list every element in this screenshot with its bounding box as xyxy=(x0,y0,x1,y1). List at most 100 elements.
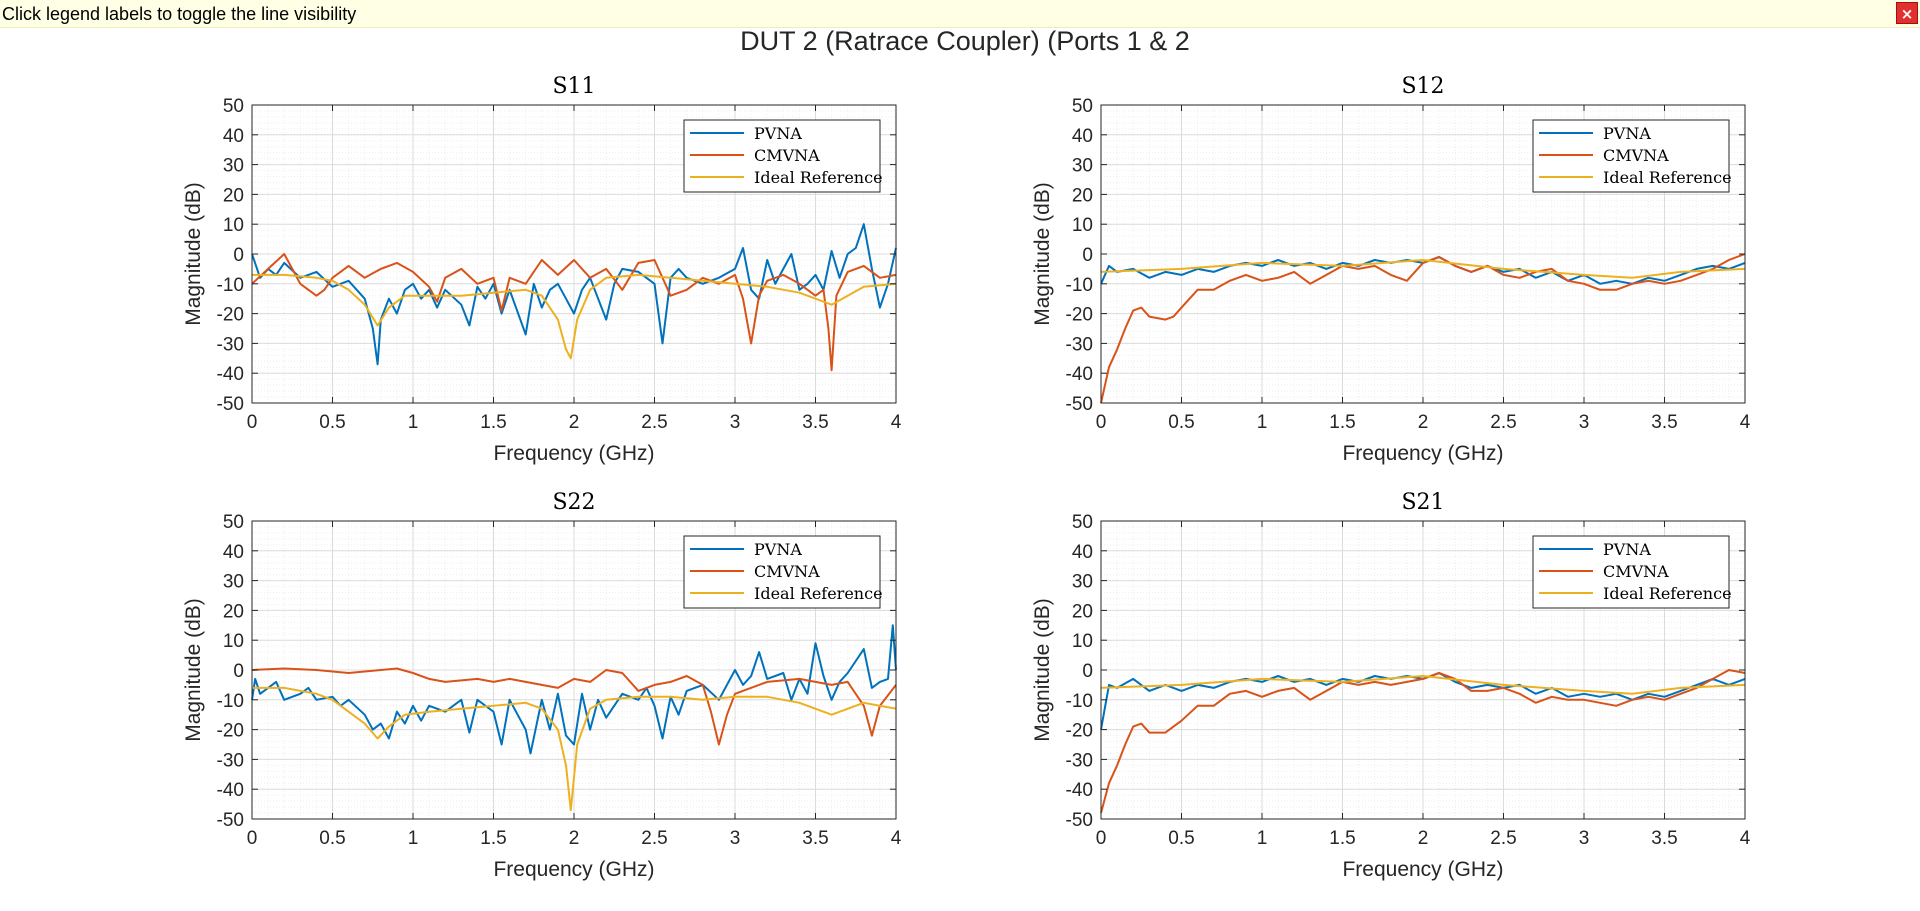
y-tick-label: 50 xyxy=(223,512,244,533)
y-tick-label: -40 xyxy=(1066,780,1093,801)
y-tick-label: 50 xyxy=(1072,512,1093,533)
series-line-ideal-reference xyxy=(252,686,897,812)
series-line-pvna xyxy=(251,223,897,366)
subplot-s12: 0 0.5 1 1.5 2 2.5 3 3.5 4 -50 -40 -30 -20 -10 0 10 20 30 4… xyxy=(1031,74,1751,465)
x-tick-label: 2.5 xyxy=(641,412,667,433)
series-line-cmvna xyxy=(251,253,897,372)
legend-label[interactable]: PVNA xyxy=(754,124,802,143)
x-tick-label: 0 xyxy=(247,828,258,849)
legend-label[interactable]: CMVNA xyxy=(754,562,820,581)
y-tick-label: -20 xyxy=(1066,721,1093,742)
y-tick-label: -50 xyxy=(1066,394,1093,415)
y-tick-label: 30 xyxy=(223,572,244,593)
legend-label[interactable]: PVNA xyxy=(1603,540,1651,559)
legend-item-ideal-reference[interactable]: Ideal Reference xyxy=(690,168,883,187)
x-axis-label: Frequency (GHz) xyxy=(493,442,654,465)
y-tick-label: 40 xyxy=(1072,542,1093,563)
legend-item-cmvna[interactable]: CMVNA xyxy=(690,146,820,165)
close-icon[interactable]: × xyxy=(1896,2,1918,24)
subplots: 0 0.5 1 1.5 2 2.5 3 3.5 4-50-40-30-20-1001020304… xyxy=(182,74,1751,881)
legend-label[interactable]: PVNA xyxy=(754,540,802,559)
y-tick-label: 30 xyxy=(223,156,244,177)
subplot-s22: 0 0.5 1 1.5 2 2.5 3 3.5 4 -50 -40 -30 -20 -10 0 10 20 30 4… xyxy=(182,490,902,881)
x-tick-label: 1.5 xyxy=(480,828,506,849)
x-tick-label: 1 xyxy=(408,828,419,849)
y-tick-label: -10 xyxy=(1066,691,1093,712)
x-tick-label: 0.5 xyxy=(1168,828,1194,849)
x-tick-label: 3.5 xyxy=(1651,412,1677,433)
x-tick-label: 3.5 xyxy=(1651,828,1677,849)
x-tick-label: 1.5 xyxy=(1329,828,1355,849)
legend-item-ideal-reference[interactable]: Ideal Reference xyxy=(1539,584,1732,603)
y-tick-label: 50 xyxy=(1072,96,1093,117)
x-tick-label: 2 xyxy=(1418,828,1429,849)
x-tick-label: 1 xyxy=(408,412,419,433)
y-tick-label: -20 xyxy=(1066,305,1093,326)
x-tick-label: 4 xyxy=(1740,412,1751,433)
x-tick-label: 3.5 xyxy=(802,828,828,849)
y-axis-label: Magnitude (dB) xyxy=(182,182,205,326)
legend-item-cmvna[interactable]: CMVNA xyxy=(1539,562,1669,581)
series-line-cmvna xyxy=(251,667,897,746)
x-axis-label: Frequency (GHz) xyxy=(1342,442,1503,465)
y-tick-label: 10 xyxy=(223,631,244,652)
x-tick-label: 0 xyxy=(1096,828,1107,849)
y-tick-label: 20 xyxy=(223,601,244,622)
y-tick-label: 10 xyxy=(223,215,244,236)
legend-item-cmvna[interactable]: CMVNA xyxy=(1539,146,1669,165)
legend-label[interactable]: Ideal Reference xyxy=(754,584,883,603)
y-tick-label: 40 xyxy=(223,126,244,147)
y-tick-label: 30 xyxy=(1072,156,1093,177)
legend: PVNA CMVNA Ideal Reference xyxy=(1532,535,1732,609)
y-tick-label: 0 xyxy=(1082,245,1093,266)
legend-label[interactable]: CMVNA xyxy=(1603,562,1669,581)
legend-item-ideal-reference[interactable]: Ideal Reference xyxy=(1539,168,1732,187)
legend-item-cmvna[interactable]: CMVNA xyxy=(690,562,820,581)
legend-label[interactable]: Ideal Reference xyxy=(1603,584,1732,603)
y-tick-label: 0 xyxy=(233,245,244,266)
x-tick-label: 3 xyxy=(730,828,741,849)
x-tick-label: 2.5 xyxy=(1490,828,1516,849)
legend-label[interactable]: CMVNA xyxy=(1603,146,1669,165)
legend-label[interactable]: Ideal Reference xyxy=(754,168,883,187)
subplot-s21: 0 0.5 1 1.5 2 2.5 3 3.5 4 -50 -40 -30 -20 -10 0 10 20 30 4… xyxy=(1031,490,1751,881)
legend-item-pvna[interactable]: PVNA xyxy=(1539,124,1651,143)
y-tick-label: -40 xyxy=(217,780,244,801)
subplot-title: S12 xyxy=(1401,74,1444,99)
y-tick-label: -50 xyxy=(217,810,244,831)
y-axis-label: Magnitude (dB) xyxy=(1031,598,1054,742)
y-tick-label: 30 xyxy=(1072,572,1093,593)
y-tick-label: 10 xyxy=(1072,215,1093,236)
x-tick-label: 0.5 xyxy=(319,412,345,433)
y-tick-label: 0 xyxy=(1082,661,1093,682)
y-tick-label: -50 xyxy=(217,394,244,415)
y-axis-label: Magnitude (dB) xyxy=(182,598,205,742)
x-tick-label: 2.5 xyxy=(641,828,667,849)
legend-label[interactable]: PVNA xyxy=(1603,124,1651,143)
y-tick-label: 20 xyxy=(1072,601,1093,622)
series-line-ideal-reference xyxy=(1100,259,1746,279)
y-tick-label: -10 xyxy=(217,691,244,712)
x-tick-label: 2.5 xyxy=(1490,412,1516,433)
x-tick-label: 1 xyxy=(1257,828,1268,849)
x-axis-label: Frequency (GHz) xyxy=(493,858,654,881)
legend: PVNA CMVNA Ideal Reference xyxy=(1532,119,1732,193)
legend-label[interactable]: CMVNA xyxy=(754,146,820,165)
series-line-cmvna xyxy=(1100,669,1746,814)
subplot-title: S11 xyxy=(552,74,595,99)
legend-item-pvna[interactable]: PVNA xyxy=(690,124,802,143)
y-tick-label: -30 xyxy=(1066,334,1093,355)
x-tick-label: 2 xyxy=(569,412,580,433)
x-tick-label: 0.5 xyxy=(319,828,345,849)
y-tick-label: 40 xyxy=(1072,126,1093,147)
legend-item-pvna[interactable]: PVNA xyxy=(690,540,802,559)
y-tick-label: 40 xyxy=(223,542,244,563)
legend-item-pvna[interactable]: PVNA xyxy=(1539,540,1651,559)
x-tick-label: 2 xyxy=(1418,412,1429,433)
legend-item-ideal-reference[interactable]: Ideal Reference xyxy=(690,584,883,603)
x-tick-label: 1 xyxy=(1257,412,1268,433)
legend-label[interactable]: Ideal Reference xyxy=(1603,168,1732,187)
x-tick-label: 0 xyxy=(1096,412,1107,433)
x-tick-label: 4 xyxy=(891,412,902,433)
